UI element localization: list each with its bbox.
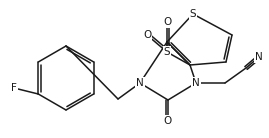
Text: N: N — [136, 78, 144, 88]
Text: O: O — [143, 30, 151, 40]
Text: O: O — [164, 116, 172, 126]
Text: S: S — [164, 47, 170, 57]
Text: N: N — [192, 78, 200, 88]
Text: N: N — [255, 52, 263, 62]
Text: O: O — [163, 17, 171, 27]
Text: S: S — [190, 9, 196, 19]
Text: F: F — [11, 83, 17, 93]
